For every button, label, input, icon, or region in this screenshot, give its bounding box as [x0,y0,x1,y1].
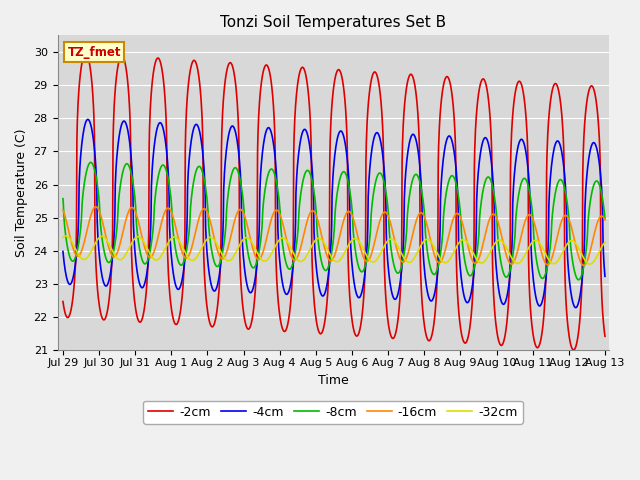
-4cm [601,274,609,279]
-32cm [586,261,594,267]
-4cm [572,305,579,311]
-8cm [179,261,187,266]
-4cm [84,117,92,122]
-4cm [417,183,425,189]
-4cm [285,288,293,293]
-16cm [272,207,280,213]
Line: -4cm: -4cm [63,120,605,308]
-2cm [417,286,425,291]
-16cm [59,207,67,213]
-8cm [601,216,609,221]
-8cm [59,196,67,202]
-32cm [59,235,67,240]
-8cm [87,159,95,165]
-2cm [507,168,515,173]
-8cm [554,182,561,188]
Line: -2cm: -2cm [63,53,605,350]
X-axis label: Time: Time [317,373,348,386]
Line: -8cm: -8cm [63,162,605,280]
-2cm [179,283,187,289]
-4cm [507,267,515,273]
-8cm [417,186,425,192]
-4cm [179,272,187,277]
-32cm [554,259,561,264]
-8cm [507,265,515,271]
-2cm [285,313,293,319]
-32cm [601,240,609,245]
-16cm [601,217,609,223]
Title: Tonzi Soil Temperatures Set B: Tonzi Soil Temperatures Set B [220,15,446,30]
-2cm [554,83,561,88]
-2cm [82,50,90,56]
Line: -16cm: -16cm [63,207,605,265]
-16cm [417,210,425,216]
-16cm [554,235,561,240]
-2cm [272,257,280,263]
-8cm [285,266,293,272]
-4cm [59,249,67,254]
-16cm [507,261,515,267]
-32cm [285,242,293,248]
-32cm [417,242,425,248]
Y-axis label: Soil Temperature (C): Soil Temperature (C) [15,129,28,257]
-8cm [272,177,280,182]
-4cm [272,165,280,170]
Line: -32cm: -32cm [63,236,605,264]
Legend: -2cm, -4cm, -8cm, -16cm, -32cm: -2cm, -4cm, -8cm, -16cm, -32cm [143,401,523,424]
-32cm [272,242,280,248]
-32cm [507,253,515,259]
-16cm [179,252,187,257]
-4cm [554,138,561,144]
Text: TZ_fmet: TZ_fmet [67,46,121,59]
-16cm [92,204,100,210]
-2cm [601,334,609,339]
-32cm [62,233,70,239]
-2cm [570,347,577,353]
-2cm [59,299,67,304]
-8cm [575,277,582,283]
-16cm [285,247,293,252]
-32cm [179,245,187,251]
-16cm [580,263,588,268]
